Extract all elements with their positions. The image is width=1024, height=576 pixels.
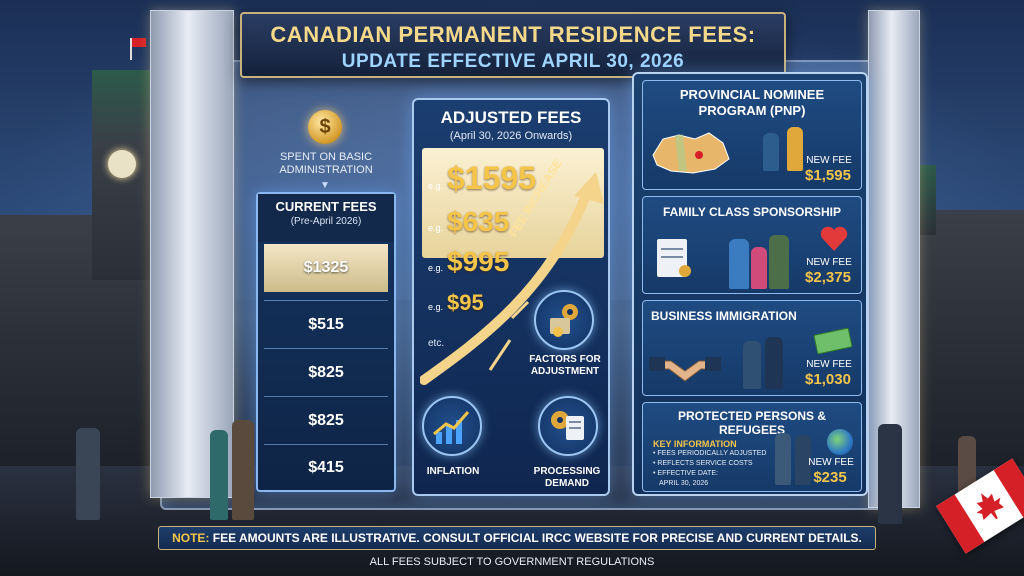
- canada-map-icon: [652, 132, 730, 174]
- eg-prefix: e.g.: [428, 302, 444, 312]
- current-fees-panel: CURRENT FEES (Pre-April 2026) $1325 $515…: [256, 192, 396, 492]
- family-avatar: [769, 235, 789, 289]
- key-information-item: • FEES PERIODICALLY ADJUSTED: [653, 450, 767, 457]
- adjusted-fees-highlight: [422, 148, 604, 258]
- program-title: PROTECTED PERSONS & REFUGEES: [677, 409, 827, 437]
- current-fee-value: $415: [264, 444, 388, 490]
- document-gear-icon: [551, 411, 584, 440]
- program-title: BUSINESS IMMIGRATION: [651, 309, 797, 323]
- processing-demand-icon: [538, 396, 598, 456]
- programs-panel: PROVINCIAL NOMINEE PROGRAM (PNP) NEW FEE…: [632, 72, 868, 496]
- program-card-refugees: PROTECTED PERSONS & REFUGEES KEY INFORMA…: [642, 402, 862, 492]
- person-silhouette: [76, 428, 100, 520]
- family-avatar: [787, 127, 803, 171]
- globe-icon: [827, 429, 853, 455]
- refugee-avatar: [775, 433, 791, 485]
- new-fee-label: NEW FEE: [806, 257, 852, 268]
- pillar-left: [150, 10, 234, 498]
- cash-icon: [813, 327, 853, 355]
- new-fee-label: NEW FEE: [806, 359, 852, 370]
- adjusted-fee-value: $995: [447, 246, 510, 277]
- factors-icon: [534, 290, 594, 350]
- program-title: FAMILY CLASS SPONSORSHIP: [662, 205, 842, 219]
- current-fee-value: $1325: [264, 244, 388, 292]
- parliament-building-right: [905, 210, 1024, 475]
- key-information-item: APRIL 30, 2026: [659, 480, 709, 487]
- note-lead: NOTE:: [172, 531, 210, 545]
- disclaimer-note: NOTE: FEE AMOUNTS ARE ILLUSTRATIVE. CONS…: [158, 526, 876, 550]
- inflation-icon: [422, 396, 482, 456]
- person-silhouette: [232, 420, 254, 520]
- new-fee-value: $2,375: [805, 269, 851, 286]
- new-fee-value: $1,595: [805, 167, 851, 184]
- rising-chart-icon: [433, 411, 470, 444]
- adjusted-fee-value: $95: [447, 290, 484, 315]
- program-card-family: FAMILY CLASS SPONSORSHIP NEW FEE $2,375: [642, 196, 862, 294]
- refugee-avatar: [795, 435, 811, 485]
- footer-text: ALL FEES SUBJECT TO GOVERNMENT REGULATIO…: [369, 556, 655, 568]
- new-fee-value: $235: [813, 469, 847, 486]
- sponsorship-document-icon: [657, 239, 691, 277]
- family-avatar: [729, 239, 749, 289]
- factors-for-adjustment-label: FACTORS FOR ADJUSTMENT: [529, 354, 601, 377]
- program-title: PROVINCIAL NOMINEE PROGRAM (PNP): [679, 87, 825, 118]
- adjusted-fees-heading: ADJUSTED FEES: [440, 108, 582, 127]
- program-card-business: BUSINESS IMMIGRATION NEW FEE $1,030: [642, 300, 862, 396]
- heart-icon: [820, 226, 848, 251]
- key-information-item: • EFFECTIVE DATE:: [653, 470, 718, 477]
- eg-prefix: e.g.: [428, 223, 444, 233]
- person-silhouette: [878, 424, 902, 524]
- new-fee-label: NEW FEE: [808, 457, 854, 468]
- current-fees-header: CURRENT FEES (Pre-April 2026): [258, 194, 394, 242]
- current-fees-heading: CURRENT FEES: [275, 199, 377, 214]
- adjusted-fees-panel: ADJUSTED FEES (April 30, 2026 Onwards) e…: [412, 98, 610, 496]
- fee-increase-arrow-icon: [420, 172, 604, 385]
- business-avatar: [765, 337, 783, 389]
- current-fee-value: $515: [264, 300, 388, 348]
- new-fee-value: $1,030: [805, 371, 851, 388]
- adjusted-fee-value: $635: [447, 206, 510, 237]
- family-avatar: [751, 247, 767, 289]
- inflation-label: INFLATION: [426, 466, 480, 477]
- eg-prefix: e.g.: [428, 263, 444, 273]
- program-card-pnp: PROVINCIAL NOMINEE PROGRAM (PNP) NEW FEE…: [642, 80, 862, 190]
- family-avatar: [763, 133, 779, 171]
- current-fee-value: $825: [264, 348, 388, 396]
- eg-prefix: e.g.: [428, 181, 444, 191]
- new-fee-label: NEW FEE: [806, 155, 852, 166]
- arrow-down-icon: ▼: [320, 180, 330, 191]
- person-silhouette: [210, 430, 228, 520]
- canada-flag-icon: [936, 458, 1024, 554]
- adjusted-fee-row: e.g. $1595: [428, 160, 536, 197]
- dollar-coin-icon: $: [308, 110, 342, 144]
- gear-icon: [550, 304, 578, 337]
- key-information: KEY INFORMATION • FEES PERIODICALLY ADJU…: [653, 439, 793, 489]
- key-information-title: KEY INFORMATION: [653, 439, 737, 449]
- etc-label: etc.: [428, 338, 445, 349]
- current-fees-subheading: (Pre-April 2026): [290, 216, 362, 227]
- title-banner: CANADIAN PERMANENT RESIDENCE FEES: UPDAT…: [240, 12, 786, 78]
- tower-flagpole: [130, 38, 132, 60]
- adjusted-fee-row: e.g. $95: [428, 290, 484, 316]
- adjusted-fee-value: $1595: [447, 160, 536, 196]
- handshake-icon: [649, 357, 721, 382]
- tower-clock: [108, 150, 136, 178]
- key-information-item: • REFLECTS SERVICE COSTS: [653, 460, 753, 467]
- adjusted-fee-row: e.g. $995: [428, 246, 509, 278]
- tower-canada-flag: [132, 38, 146, 47]
- page-title: CANADIAN PERMANENT RESIDENCE FEES:: [270, 22, 756, 47]
- adjusted-fee-row: e.g. $635: [428, 206, 509, 238]
- spent-on-admin-label: SPENT ON BASIC ADMINISTRATION: [279, 151, 373, 176]
- adjusted-fees-subheading: (April 30, 2026 Onwards): [449, 130, 573, 142]
- business-avatar: [743, 341, 761, 389]
- note-text: FEE AMOUNTS ARE ILLUSTRATIVE. CONSULT OF…: [209, 531, 862, 545]
- current-fee-value: $825: [264, 396, 388, 444]
- maple-leaf-icon: [976, 493, 1004, 520]
- page-subtitle: UPDATE EFFECTIVE APRIL 30, 2026: [341, 51, 685, 72]
- processing-demand-label: PROCESSING DEMAND: [533, 466, 601, 489]
